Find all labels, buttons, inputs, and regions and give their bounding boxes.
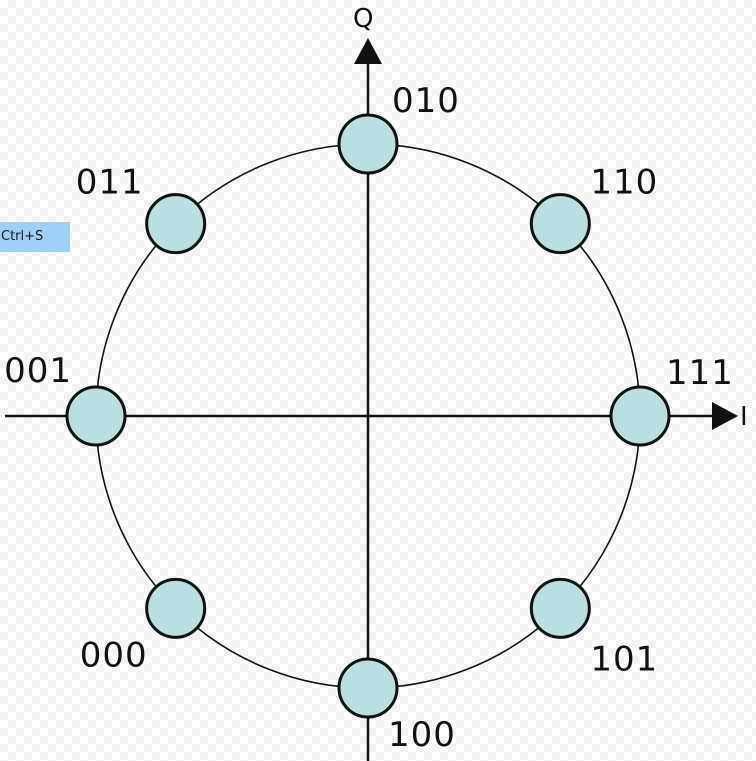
shortcut-tooltip: Ctrl+S xyxy=(0,222,70,252)
constellation-point-001 xyxy=(65,385,127,447)
constellation-point-100 xyxy=(337,657,399,719)
constellation-label-110: 110 xyxy=(590,163,658,203)
i-axis-arrow-icon xyxy=(712,402,738,430)
constellation-label-011: 011 xyxy=(76,163,144,203)
constellation-point-010 xyxy=(337,113,399,175)
i-axis-label: I xyxy=(740,402,748,432)
constellation-label-010: 010 xyxy=(392,81,460,121)
constellation-point-111 xyxy=(609,385,671,447)
constellation-label-001: 001 xyxy=(4,351,72,391)
constellation-labels: 010 110 111 101 100 000 001 011 xyxy=(4,81,734,755)
constellation-label-101: 101 xyxy=(590,639,658,679)
q-axis-arrow-icon xyxy=(354,38,382,64)
constellation-point-000 xyxy=(145,577,207,639)
q-axis-label: Q xyxy=(353,4,373,34)
constellation-label-111: 111 xyxy=(666,353,734,393)
constellation-point-101 xyxy=(529,577,591,639)
constellation-point-011 xyxy=(145,193,207,255)
constellation-label-000: 000 xyxy=(80,635,148,675)
constellation-label-100: 100 xyxy=(388,715,456,755)
constellation-point-110 xyxy=(529,193,591,255)
constellation-points xyxy=(65,113,671,719)
